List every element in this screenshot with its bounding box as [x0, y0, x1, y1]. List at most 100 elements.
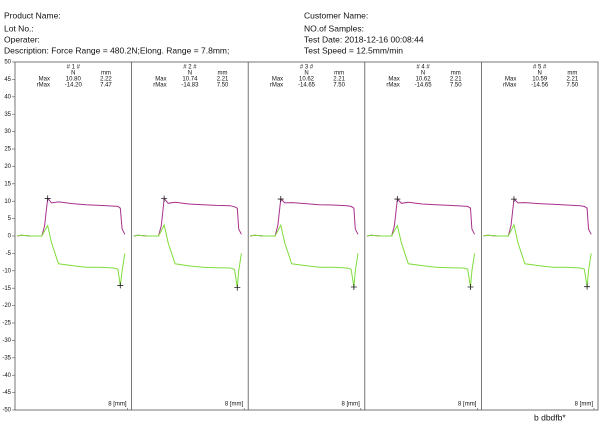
stat-value: -14.65: [298, 83, 316, 89]
stat-value: 2.22: [100, 77, 112, 83]
extreme-marker: [44, 195, 51, 202]
extreme-marker: [161, 195, 168, 202]
header-field: NO.of Samples:: [304, 23, 364, 33]
y-tick-label: -20: [2, 303, 11, 309]
stat-value: 7.50: [333, 83, 345, 89]
y-tick-label: -30: [2, 338, 11, 344]
y-tick-label: 10: [4, 199, 11, 205]
y-tick-label: 30: [4, 129, 11, 135]
panel-title: # 1 #: [67, 65, 81, 71]
extreme-marker: [277, 196, 284, 203]
y-tick-label: 15: [4, 181, 11, 187]
stat-label: Max: [505, 77, 516, 83]
y-tick-label: 35: [4, 112, 11, 118]
y-tick-label: 40: [4, 94, 11, 100]
x-axis-label: [mm]: [463, 402, 477, 408]
y-tick-label: 20: [4, 164, 11, 170]
header-field: Description: Force Range = 480.2N;Elong.…: [4, 45, 229, 55]
x-tick-label: 8: [341, 402, 345, 408]
x-tick-label: 8: [575, 402, 579, 408]
stat-label: Max: [155, 77, 166, 83]
extreme-marker: [234, 284, 241, 291]
stat-header: N: [538, 71, 542, 77]
stat-label: rMax: [503, 83, 516, 89]
stat-header: mm: [451, 71, 461, 77]
footer-text: b dbdfb*: [534, 412, 566, 422]
header-field: Test Speed = 12.5mm/min: [304, 45, 403, 55]
y-tick-label: 45: [4, 77, 11, 83]
stat-value: -14.56: [531, 83, 549, 89]
panel-title: # 2 #: [183, 65, 197, 71]
extreme-marker: [117, 282, 124, 289]
stat-value: 7.50: [217, 83, 229, 89]
y-tick-label: 0: [8, 234, 12, 240]
stat-header: mm: [334, 71, 344, 77]
y-tick-label: -35: [2, 355, 11, 361]
series-line: [250, 197, 359, 237]
header-field: Operater:: [4, 34, 40, 44]
stat-label: rMax: [270, 83, 283, 89]
stat-value: 2.21: [333, 77, 345, 83]
series-line: [250, 223, 359, 288]
y-tick-label: -50: [2, 408, 11, 414]
stat-value: -14.20: [65, 83, 83, 89]
header-field: Customer Name:: [304, 10, 368, 20]
stat-value: 2.21: [217, 77, 229, 83]
y-tick-label: -25: [2, 321, 11, 327]
header-field: Test Date: 2018-12-16 00:08:44: [304, 34, 424, 44]
stat-label: rMax: [386, 83, 399, 89]
stat-value: -14.83: [181, 83, 199, 89]
y-tick-label: -15: [2, 286, 11, 292]
series-line: [483, 223, 592, 287]
stat-value: 10.74: [182, 77, 198, 83]
stat-header: N: [188, 71, 192, 77]
stat-header: mm: [218, 71, 228, 77]
stat-value: 7.50: [567, 83, 579, 89]
extreme-marker: [394, 196, 401, 203]
x-tick-label: 8: [225, 402, 229, 408]
series-line: [366, 197, 476, 237]
stat-value: 7.47: [100, 83, 112, 89]
x-axis-label: [mm]: [346, 402, 360, 408]
y-tick-label: -40: [2, 373, 11, 379]
y-tick-label: 50: [4, 60, 11, 66]
stat-label: Max: [272, 77, 283, 83]
extreme-marker: [350, 283, 357, 290]
extreme-marker: [584, 283, 591, 290]
series-line: [16, 197, 126, 237]
stat-value: 10.62: [299, 77, 315, 83]
stat-value: 10.59: [532, 77, 548, 83]
x-axis-label: [mm]: [230, 402, 244, 408]
panel-title: # 4 #: [416, 65, 430, 71]
panel-title: # 5 #: [533, 65, 547, 71]
y-tick-label: 25: [4, 147, 11, 153]
y-tick-label: -10: [2, 268, 11, 274]
series-line: [133, 223, 242, 288]
stat-label: rMax: [153, 83, 166, 89]
stat-label: rMax: [37, 83, 50, 89]
stat-label: Max: [388, 77, 399, 83]
stat-header: N: [71, 71, 75, 77]
stat-header: N: [421, 71, 425, 77]
stat-value: -14.65: [415, 83, 433, 89]
stat-header: N: [304, 71, 308, 77]
stat-value: 2.21: [450, 77, 462, 83]
x-tick-label: 8: [108, 402, 112, 408]
series-line: [483, 198, 592, 237]
chart-frame: [14, 61, 599, 411]
stat-value: 7.50: [450, 83, 462, 89]
stat-header: mm: [567, 71, 577, 77]
y-tick-label: 5: [8, 216, 12, 222]
stat-value: 10.80: [66, 77, 82, 83]
x-tick-label: 8: [458, 402, 462, 408]
series-line: [16, 224, 126, 286]
x-axis-label: [mm]: [580, 402, 594, 408]
y-tick-label: -5: [6, 251, 12, 257]
extreme-marker: [467, 283, 474, 290]
stat-value: 2.21: [567, 77, 579, 83]
series-line: [366, 224, 476, 288]
panel-title: # 3 #: [300, 65, 314, 71]
series-line: [133, 197, 242, 237]
x-axis-label: [mm]: [113, 402, 127, 408]
